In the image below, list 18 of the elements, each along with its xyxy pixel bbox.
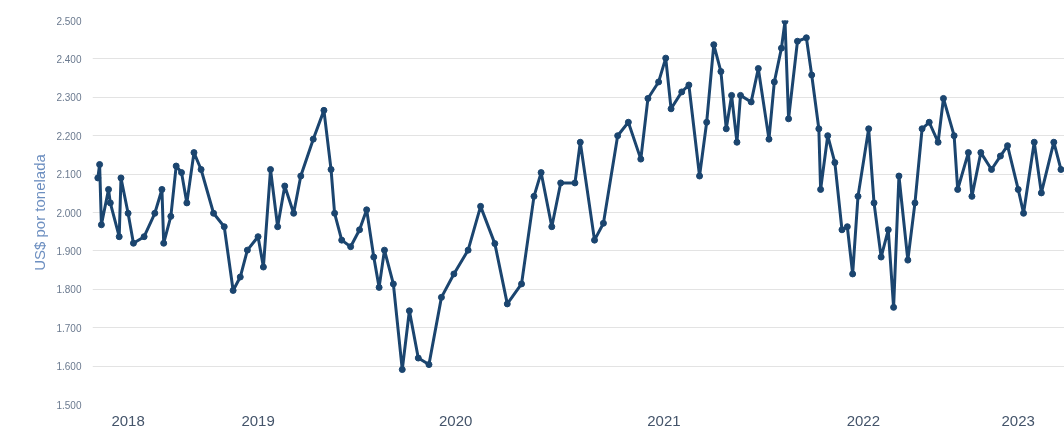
y-tick-label: 2.200 — [56, 130, 82, 142]
y-tick-label: 1.500 — [56, 399, 82, 411]
x-tick-label: 2019 — [241, 411, 275, 429]
y-tick-label: 1.700 — [56, 322, 82, 334]
x-tick-label: 2021 — [647, 411, 681, 429]
y-tick-label: 2.000 — [56, 207, 82, 219]
y-tick-label: 1.600 — [56, 361, 82, 373]
x-tick-label: 2018 — [111, 411, 145, 429]
x-tick-label: 2020 — [438, 411, 473, 429]
y-tick-label: 2.100 — [56, 169, 82, 181]
y-tick-label: 2.400 — [56, 53, 82, 65]
y-tick-label: 1.800 — [56, 284, 82, 296]
y-tick-label: 1.900 — [56, 245, 82, 257]
y-tick-label: 2.500 — [56, 15, 82, 27]
x-tick-label: 2022 — [846, 411, 881, 429]
y-axis-title: US$ por tonelada — [31, 153, 49, 271]
y-tick-label: 2.300 — [56, 92, 82, 104]
x-tick-label: 2023 — [1001, 411, 1035, 429]
